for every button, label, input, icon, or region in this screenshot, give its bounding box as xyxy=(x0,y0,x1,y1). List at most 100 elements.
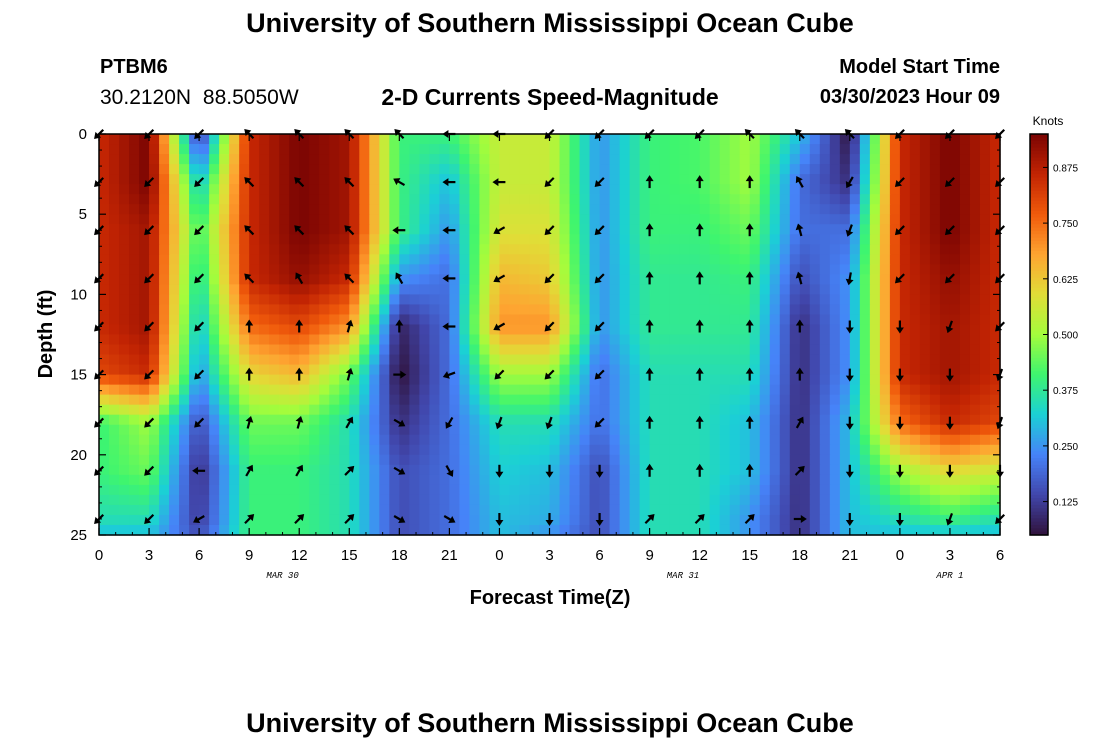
current-arrow xyxy=(393,418,406,427)
heatmap-cell xyxy=(489,374,501,386)
heatmap-cell xyxy=(349,364,360,376)
heatmap-cell xyxy=(559,244,571,255)
heatmap-cell xyxy=(119,444,130,456)
heatmap-cell xyxy=(109,444,120,456)
heatmap-cell xyxy=(239,224,250,235)
colorbar-segment xyxy=(1030,167,1048,172)
heatmap-cell xyxy=(579,344,591,356)
heatmap-cell xyxy=(319,184,330,195)
heatmap-cell xyxy=(379,514,390,526)
colorbar-segment xyxy=(1030,254,1048,259)
heatmap-cell xyxy=(679,484,691,496)
heatmap-cell xyxy=(209,364,220,376)
heatmap-cell xyxy=(989,284,1001,295)
heatmap-cell xyxy=(569,224,581,235)
heatmap-cell xyxy=(119,384,130,396)
heatmap-cell xyxy=(739,424,751,436)
heatmap-cell xyxy=(719,244,731,255)
heatmap-cell xyxy=(349,224,360,235)
heatmap-cell xyxy=(629,504,641,516)
heatmap-cell xyxy=(849,244,861,255)
heatmap-cell xyxy=(309,444,320,456)
heatmap-cell xyxy=(239,334,250,346)
heatmap-cell xyxy=(699,134,711,145)
heatmap-cell xyxy=(519,244,531,255)
heatmap-cell xyxy=(659,334,671,346)
heatmap-cell xyxy=(739,404,751,416)
heatmap-cell xyxy=(279,334,290,346)
heatmap-cell xyxy=(349,424,360,436)
heatmap-cell xyxy=(169,284,180,295)
heatmap-cell xyxy=(449,184,460,195)
heatmap-cell xyxy=(489,254,501,265)
heatmap-cell xyxy=(599,514,611,526)
heatmap-cell xyxy=(709,464,721,476)
heatmap-cell xyxy=(849,344,861,356)
current-arrow-head xyxy=(194,372,202,380)
heatmap-cell xyxy=(709,254,721,265)
heatmap-cell xyxy=(249,174,260,185)
heatmap-cell xyxy=(969,494,981,506)
heatmap-cell xyxy=(729,454,741,466)
heatmap-cell xyxy=(479,354,491,366)
heatmap-cell xyxy=(599,224,611,235)
heatmap-cell xyxy=(279,404,290,416)
current-arrow-head xyxy=(442,178,449,187)
heatmap-cell xyxy=(129,154,140,165)
heatmap-cell xyxy=(239,394,250,406)
heatmap-cell xyxy=(889,264,901,275)
heatmap-cell xyxy=(699,324,711,336)
colorbar-segment xyxy=(1030,478,1048,483)
heatmap-cell xyxy=(259,424,270,436)
colorbar-segment xyxy=(1030,401,1048,406)
heatmap-cell xyxy=(299,494,310,506)
heatmap-cell xyxy=(809,234,821,245)
current-arrow xyxy=(295,272,304,285)
heatmap-cell xyxy=(109,154,120,165)
heatmap-cell xyxy=(109,334,120,346)
heatmap-cell xyxy=(879,134,891,145)
heatmap-cell xyxy=(589,314,601,326)
current-arrow-shaft xyxy=(146,225,155,233)
heatmap-cell xyxy=(159,284,170,295)
heatmap-cell xyxy=(149,274,160,285)
heatmap-cell xyxy=(369,204,380,215)
heatmap-cell xyxy=(819,344,831,356)
colorbar-segment xyxy=(1030,224,1048,229)
heatmap-cell xyxy=(109,324,120,336)
current-arrow-shaft xyxy=(597,417,605,425)
heatmap-cell xyxy=(109,174,120,185)
heatmap-cell xyxy=(109,224,120,235)
heatmap-cell xyxy=(249,514,260,526)
heatmap-cell xyxy=(859,134,871,145)
heatmap-cell xyxy=(669,374,681,386)
heatmap-cell xyxy=(419,274,430,285)
colorbar-segment xyxy=(1030,317,1048,322)
current-arrow-head xyxy=(545,422,553,430)
heatmap-cell xyxy=(199,514,210,526)
heatmap-cell xyxy=(669,284,681,295)
heatmap-cell xyxy=(879,494,891,506)
heatmap-cell xyxy=(649,364,661,376)
heatmap-cell xyxy=(709,404,721,416)
heatmap-cell xyxy=(319,164,330,175)
heatmap-cell xyxy=(899,304,911,316)
heatmap-cell xyxy=(429,184,440,195)
current-arrow xyxy=(194,417,205,428)
heatmap-cell xyxy=(489,314,501,326)
heatmap-cell xyxy=(239,474,250,486)
heatmap-cell xyxy=(449,354,460,366)
heatmap-cell xyxy=(329,174,340,185)
heatmap-cell xyxy=(359,424,370,436)
heatmap-cell xyxy=(939,484,951,496)
heatmap-cell xyxy=(869,254,881,265)
heatmap-cell xyxy=(129,444,140,456)
heatmap-cell xyxy=(699,494,711,506)
current-arrow-head xyxy=(144,516,152,524)
heatmap-cell xyxy=(679,444,691,456)
heatmap-cell xyxy=(629,384,641,396)
current-arrow-shaft xyxy=(196,515,205,521)
heatmap-cell xyxy=(779,224,791,235)
heatmap-cell xyxy=(439,354,450,366)
heatmap-cell xyxy=(179,394,190,406)
